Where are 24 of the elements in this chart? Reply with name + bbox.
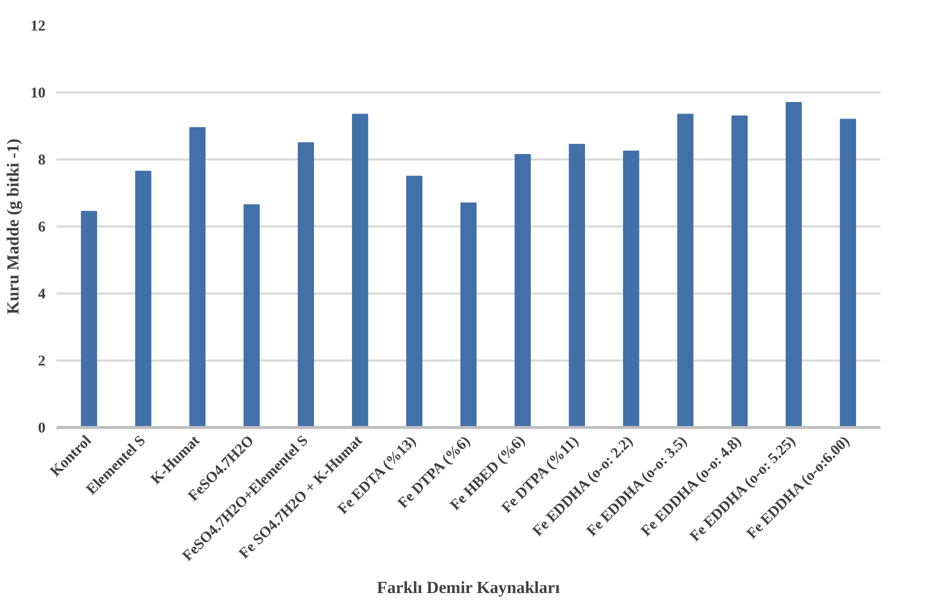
bar <box>80 210 98 428</box>
y-tick-label: 8 <box>38 152 46 168</box>
y-tick-label: 4 <box>38 286 46 302</box>
bar <box>840 118 856 428</box>
y-tick-label: 2 <box>38 354 46 370</box>
bar <box>189 127 206 428</box>
bar <box>135 170 152 428</box>
bar <box>514 154 531 428</box>
bar <box>352 114 368 428</box>
bar <box>406 176 422 428</box>
y-tick-label: 0 <box>38 420 46 436</box>
bar <box>460 202 477 428</box>
bar <box>623 150 640 428</box>
y-tick-label: 12 <box>30 18 46 34</box>
bar <box>298 142 314 428</box>
bar <box>244 204 260 428</box>
bar <box>731 115 748 428</box>
bar <box>677 114 694 428</box>
y-tick-label: 6 <box>38 220 46 236</box>
y-axis-title: Kuru Madde (g bitki -1) <box>4 138 22 314</box>
y-tick-label: 10 <box>30 86 46 102</box>
bar <box>786 102 802 428</box>
x-axis-title: Farklı Demir Kaynakları <box>376 578 560 598</box>
bar <box>568 144 586 428</box>
